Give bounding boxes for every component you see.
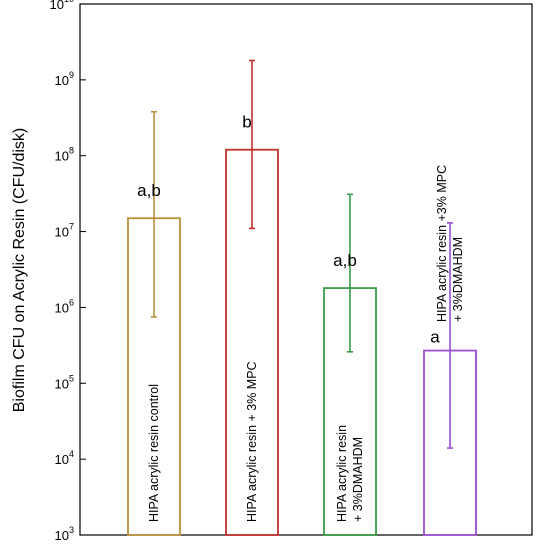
bar-group: a,b HIPA acrylic resin + 3%DMAHDM [323,193,377,536]
bar-label-line: HIPA acrylic resin + 3% MPC [245,361,259,522]
y-tick-label: 1010 [50,0,74,12]
bar-group: a HIPA acrylic resin +3% MPC + 3%DMAHDM [423,165,477,536]
y-tick-base: 10 [55,452,69,467]
y-tick-base: 10 [55,528,69,543]
bar-label: HIPA acrylic resin control [147,384,161,522]
bar-label: HIPA acrylic resin +3% MPC + 3%DMAHDM [435,165,465,322]
y-tick-base: 10 [55,376,69,391]
y-tick-label: 103 [55,525,74,543]
y-tick-base: 10 [50,0,64,12]
y-tick-exponent: 3 [69,525,74,535]
bar-series: a,b HIPA acrylic resin control b HIPA acryl… [127,59,477,536]
y-axis: 1031041051061071081091010 [50,0,86,543]
y-tick-exponent: 6 [69,297,74,307]
significance-label: a,b [333,251,357,270]
bar-group: b HIPA acrylic resin + 3% MPC [225,59,279,536]
y-tick-label: 109 [55,70,74,88]
significance-label: a,b [137,181,161,200]
y-axis-label: Biofilm CFU on Acrylic Resin (CFU/disk) [11,128,28,412]
y-tick-label: 105 [55,373,74,391]
significance-label: a [430,328,440,347]
y-tick-label: 107 [55,222,74,240]
y-tick-exponent: 4 [69,449,74,459]
y-tick-base: 10 [55,149,69,164]
plot-frame [79,3,533,536]
bar-group: a,b HIPA acrylic resin control [127,110,181,536]
bar-label-line: HIPA acrylic resin +3% MPC [435,165,449,322]
y-tick-exponent: 10 [64,0,74,4]
y-tick-base: 10 [55,300,69,315]
bar-label-line: + 3%DMAHDM [451,237,465,322]
bar-label: HIPA acrylic resin + 3%DMAHDM [335,425,365,522]
significance-label: b [242,113,251,132]
y-tick-base: 10 [55,225,69,240]
bar-label-line: + 3%DMAHDM [351,437,365,522]
bar-label-line: HIPA acrylic resin control [147,384,161,522]
y-tick-label: 106 [55,297,74,315]
bar-label-line: HIPA acrylic resin [335,425,349,522]
y-tick-exponent: 8 [69,146,74,156]
bar-label: HIPA acrylic resin + 3% MPC [245,361,259,522]
y-tick-base: 10 [55,73,69,88]
y-tick-exponent: 5 [69,373,74,383]
y-tick-label: 104 [55,449,74,467]
y-tick-exponent: 9 [69,70,74,80]
y-tick-label: 108 [55,146,74,164]
y-tick-exponent: 7 [69,222,74,232]
